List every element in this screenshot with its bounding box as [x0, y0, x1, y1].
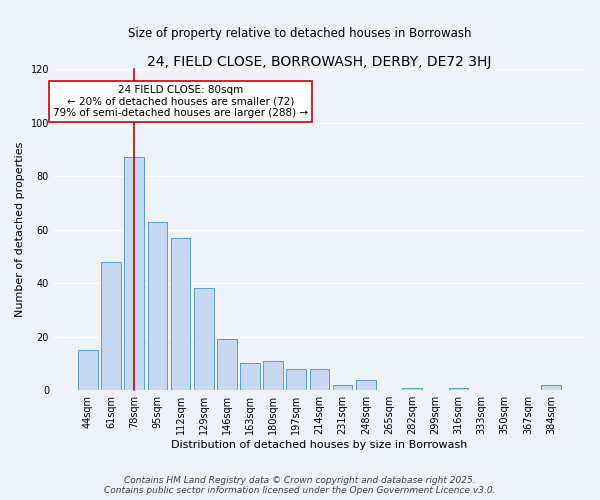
Bar: [78, 350, 98, 390]
X-axis label: Distribution of detached houses by size in Borrowash: Distribution of detached houses by size …: [171, 440, 467, 450]
Y-axis label: Number of detached properties: Number of detached properties: [15, 142, 25, 318]
Title: 24, FIELD CLOSE, BORROWASH, DERBY, DE72 3HJ: 24, FIELD CLOSE, BORROWASH, DERBY, DE72 …: [147, 55, 491, 69]
Bar: [541, 385, 561, 390]
Bar: [217, 340, 236, 390]
Bar: [263, 361, 283, 390]
Bar: [194, 288, 214, 390]
Bar: [240, 364, 260, 390]
Text: 24 FIELD CLOSE: 80sqm
← 20% of detached houses are smaller (72)
79% of semi-deta: 24 FIELD CLOSE: 80sqm ← 20% of detached …: [53, 85, 308, 118]
Bar: [310, 369, 329, 390]
Text: Size of property relative to detached houses in Borrowash: Size of property relative to detached ho…: [128, 28, 472, 40]
Bar: [333, 385, 352, 390]
Bar: [449, 388, 468, 390]
Bar: [170, 238, 190, 390]
Bar: [101, 262, 121, 390]
Text: Contains HM Land Registry data © Crown copyright and database right 2025.
Contai: Contains HM Land Registry data © Crown c…: [104, 476, 496, 495]
Bar: [124, 158, 144, 390]
Bar: [148, 222, 167, 390]
Bar: [356, 380, 376, 390]
Bar: [286, 369, 306, 390]
Bar: [402, 388, 422, 390]
